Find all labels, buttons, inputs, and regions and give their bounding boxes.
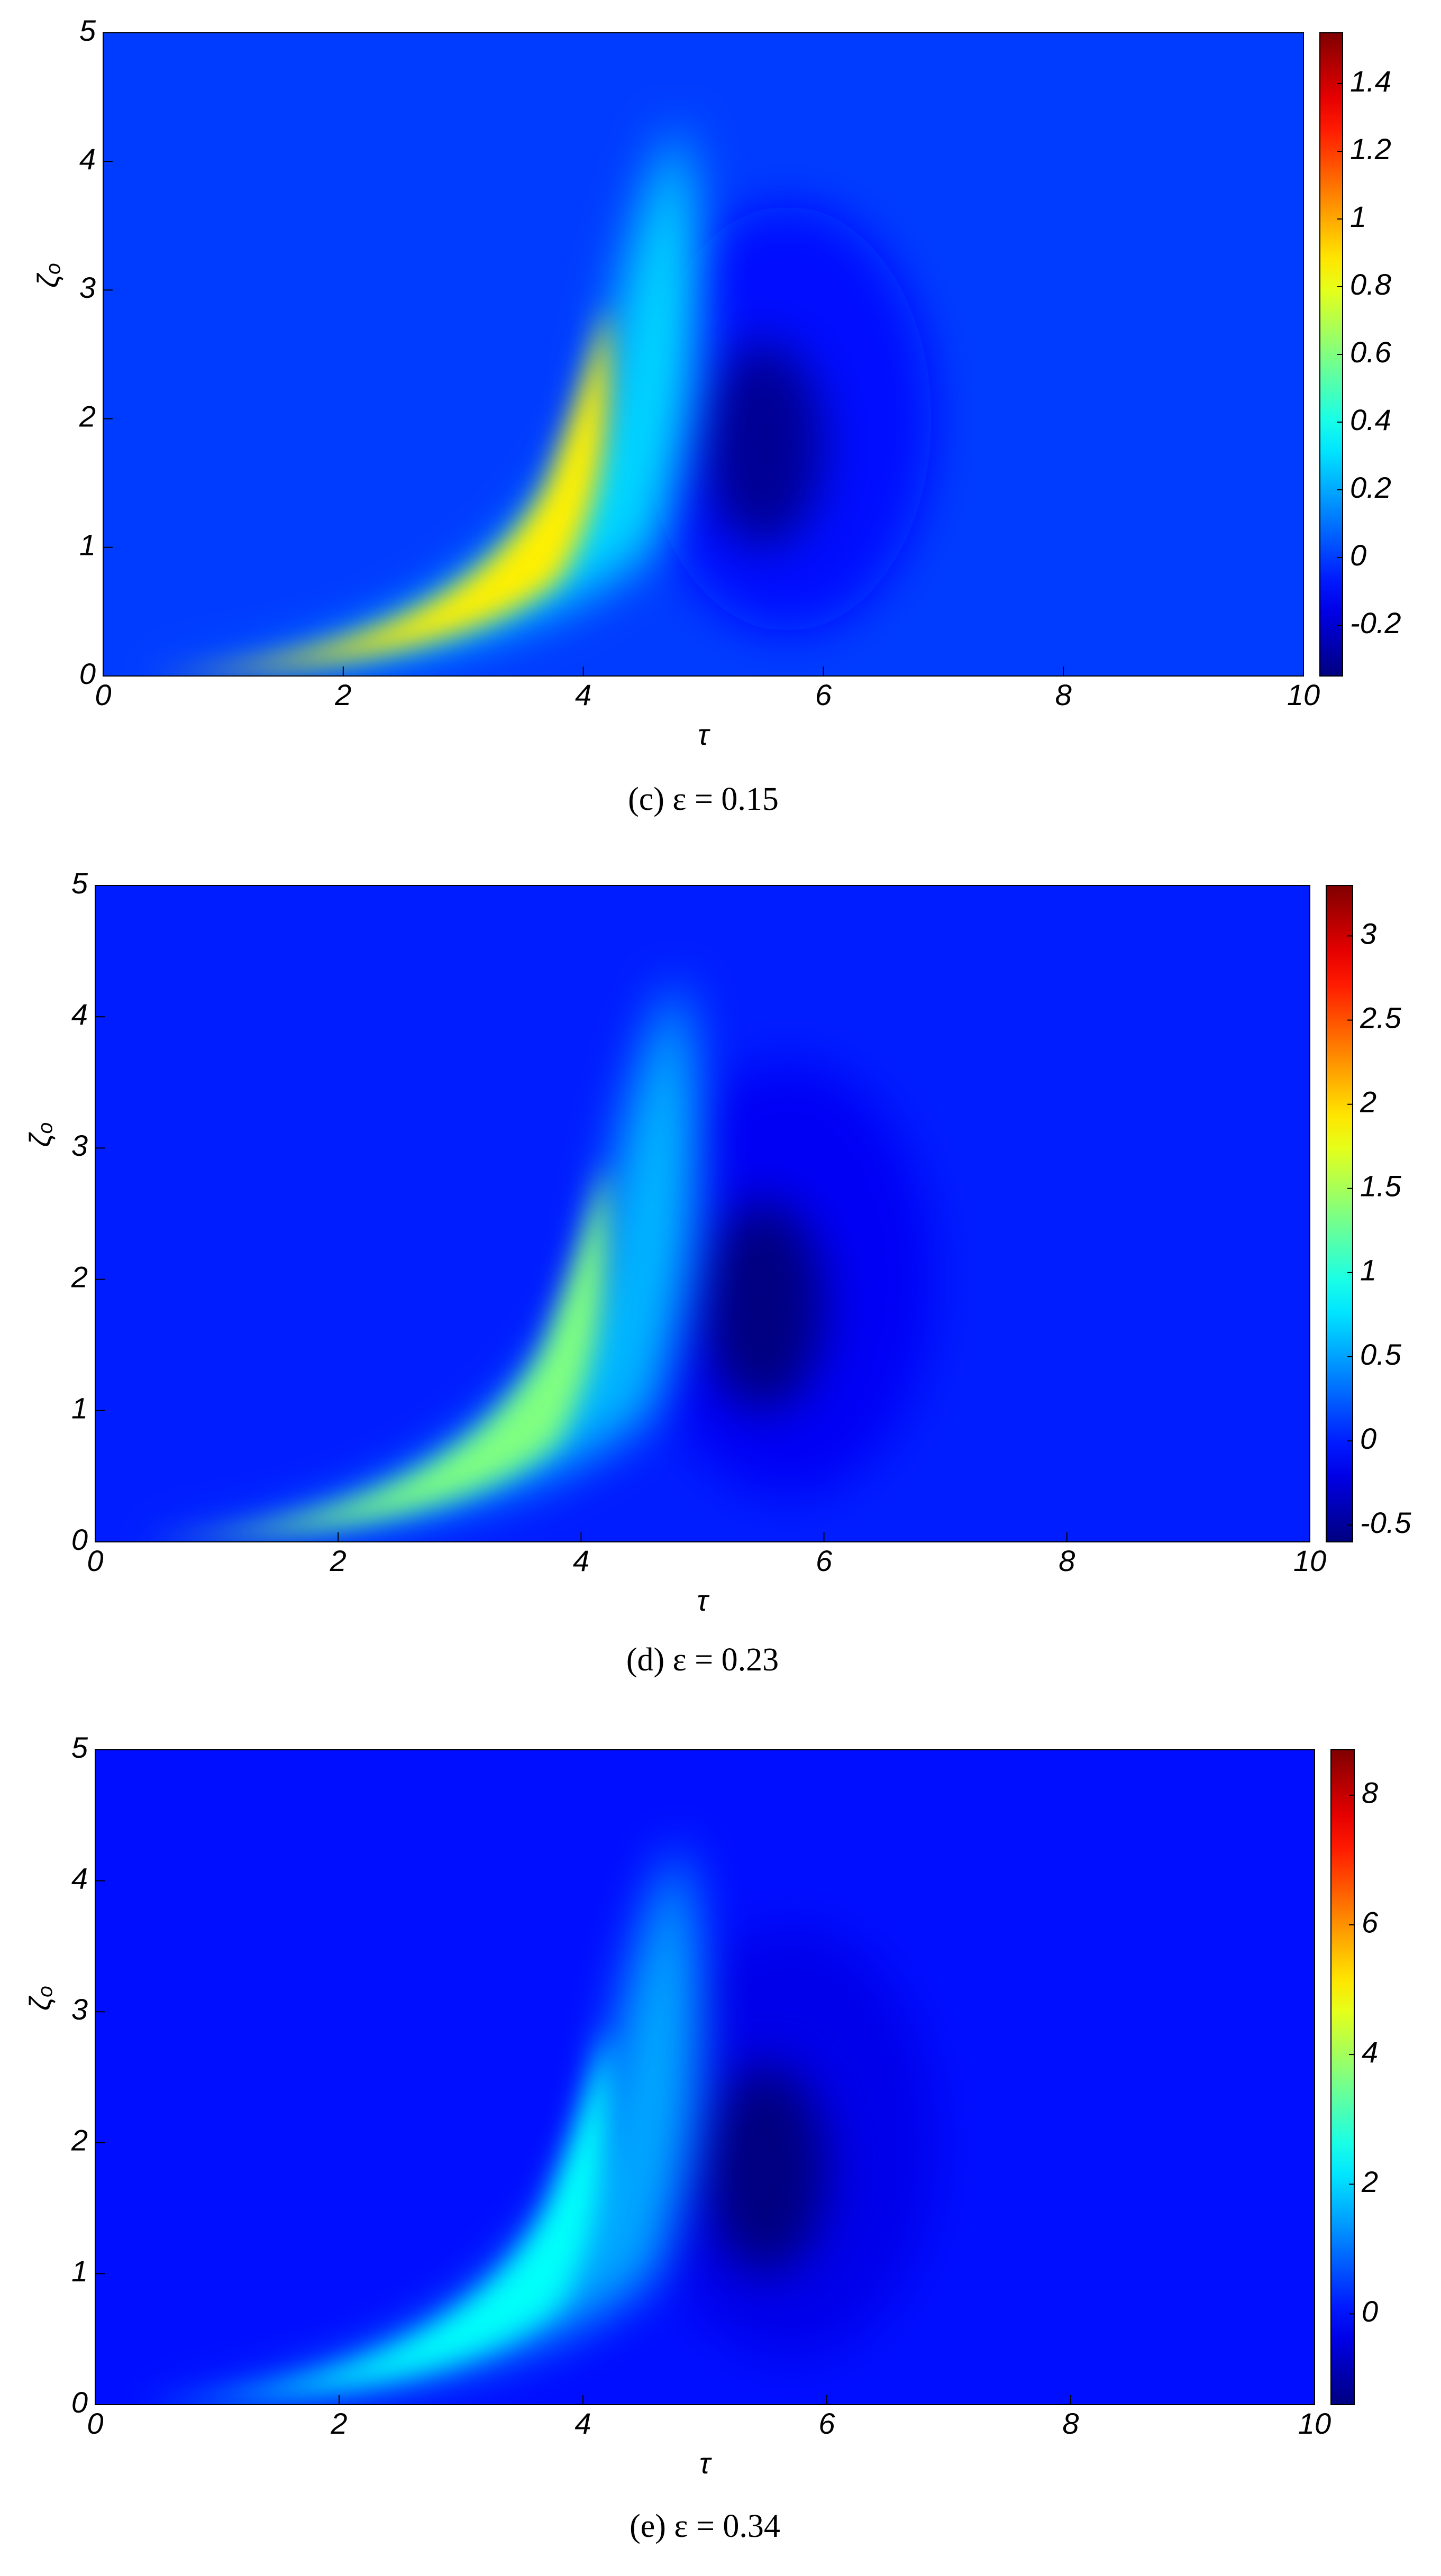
x-tick-label: 8 (1059, 1544, 1075, 1577)
x-tick-label: 4 (575, 678, 591, 711)
colorbar-tick-label: 2.5 (1360, 1001, 1402, 1034)
panel: 0 2 4 6 8 10 0 1 2 3 4 5 τ ζₒ (c) ε = 0.15 -0.2 0 0.2 0.4 0… (31, 14, 1401, 817)
x-axis-label: τ (698, 718, 710, 751)
x-axis-label: τ (697, 1584, 710, 1617)
colorbar-tick-label: 3 (1360, 917, 1376, 950)
field (132, 1841, 937, 2405)
plot-frame (95, 1749, 1315, 2405)
x-tick-label: 10 (1287, 678, 1320, 711)
y-tick-label: 3 (71, 1129, 88, 1162)
colorbar (1326, 885, 1353, 1542)
positive-core (144, 2024, 609, 2405)
colorbar-tick-label: 2 (1361, 2165, 1378, 2198)
y-tick-label: 4 (71, 998, 88, 1031)
colorbar-tick-label: 0 (1350, 538, 1366, 572)
colorbar-tick-label: 0 (1362, 2295, 1378, 2328)
colorbar-tick-label: -0.2 (1350, 606, 1401, 640)
y-tick-label: 3 (79, 271, 96, 304)
caption: (c) ε = 0.15 (628, 781, 779, 817)
x-tick-label: 6 (816, 1544, 833, 1577)
y-tick-label: 1 (79, 528, 96, 562)
colorbar-tick-label: 6 (1362, 1906, 1379, 1939)
colorbar-tick-label: 0.2 (1350, 471, 1391, 504)
y-tick-label: 0 (71, 1523, 88, 1556)
colorbar-tick-label: 4 (1362, 2035, 1378, 2069)
y-axis-label: ζₒ (23, 1985, 57, 2011)
colorbar-tick-label: 1 (1360, 1254, 1376, 1287)
x-axis-label: τ (699, 2446, 712, 2480)
y-axis-label: ζₒ (23, 1121, 57, 1147)
colorbar-tick-label: 0.4 (1350, 403, 1391, 436)
colorbar-tick-label: 0.5 (1360, 1338, 1402, 1371)
colorbar-tick-label: 1 (1350, 200, 1366, 233)
y-tick-label: 4 (71, 1861, 88, 1895)
x-tick-label: 10 (1298, 2407, 1331, 2440)
colorbar-tick-label: 2 (1360, 1085, 1376, 1118)
positive-core (143, 1161, 608, 1542)
caption: (e) ε = 0.34 (630, 2508, 780, 2544)
colorbar-tick-label: -0.5 (1360, 1506, 1411, 1539)
y-tick-label: 0 (79, 657, 96, 690)
x-tick-label: 0 (87, 2407, 103, 2440)
x-tick-label: 2 (330, 2407, 347, 2440)
field (139, 123, 932, 676)
x-tick-label: 8 (1062, 2407, 1079, 2440)
colorbar-tick-label: 0.6 (1350, 335, 1392, 369)
y-tick-label: 5 (71, 866, 88, 900)
y-tick-label: 5 (71, 1731, 88, 1764)
field (131, 977, 934, 1542)
x-tick-label: 2 (334, 678, 351, 711)
negative-core (705, 2064, 827, 2274)
y-tick-label: 5 (79, 14, 96, 47)
y-tick-label: 0 (71, 2386, 88, 2419)
negative-core (703, 1200, 824, 1411)
colorbar-tick-label: 0 (1360, 1422, 1376, 1455)
plot-frame (95, 885, 1310, 1542)
colorbar-tick-label: 8 (1362, 1776, 1378, 1810)
x-tick-label: 10 (1293, 1544, 1326, 1577)
y-tick-label: 2 (71, 2124, 88, 2157)
colorbar-tick-label: 1.5 (1360, 1170, 1402, 1203)
colorbar-tick-label: 1.2 (1350, 132, 1391, 166)
x-tick-label: 0 (95, 678, 111, 711)
y-tick-label: 1 (71, 1392, 88, 1425)
x-tick-label: 6 (815, 678, 832, 711)
x-tick-label: 2 (330, 1544, 346, 1577)
y-tick-label: 2 (71, 1260, 88, 1293)
y-tick-label: 1 (71, 2254, 88, 2288)
caption: (d) ε = 0.23 (626, 1642, 779, 1678)
y-axis-label: ζₒ (31, 262, 65, 288)
colorbar-tick-label: 1.4 (1350, 65, 1391, 98)
y-tick-label: 3 (71, 1993, 88, 2026)
colorbar (1330, 1749, 1355, 2405)
colorbar-tick-label: 0.8 (1350, 268, 1391, 301)
x-tick-label: 0 (87, 1544, 103, 1577)
plot-frame (103, 32, 1304, 677)
panel: 0 2 4 6 8 10 0 1 2 3 4 5 τ ζₒ (d) ε = 0.23 -0.5 0 0.5 1 1.5… (23, 866, 1412, 1678)
x-tick-label: 8 (1055, 678, 1072, 711)
negative-core (703, 341, 824, 547)
x-tick-label: 6 (818, 2407, 835, 2440)
positive-core (151, 303, 609, 676)
x-tick-label: 4 (573, 1544, 589, 1577)
y-tick-label: 2 (79, 399, 96, 433)
y-tick-label: 4 (79, 142, 96, 176)
panel: 0 2 4 6 8 10 0 1 2 3 4 5 τ ζₒ (e) ε = 0.34 0 2 4 6 8 (23, 1731, 1379, 2544)
x-tick-label: 4 (574, 2407, 591, 2440)
